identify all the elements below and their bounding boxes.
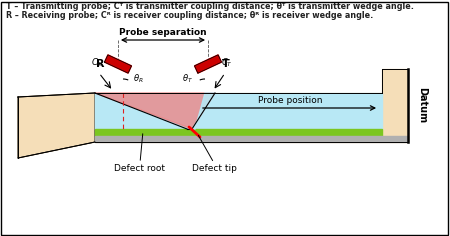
Text: Defect tip: Defect tip <box>192 164 236 173</box>
Text: R – Receiving probe; Cᴿ is receiver coupling distance; θᴿ is receiver wedge angl: R – Receiving probe; Cᴿ is receiver coup… <box>6 11 373 20</box>
Polygon shape <box>194 55 221 73</box>
Text: T: T <box>222 59 230 69</box>
Text: T – Transmitting probe; Cᵀ is transmitter coupling distance; θᵀ is transmitter w: T – Transmitting probe; Cᵀ is transmitte… <box>6 2 414 11</box>
Polygon shape <box>18 93 95 158</box>
Polygon shape <box>95 93 382 129</box>
Polygon shape <box>192 93 215 129</box>
Text: Probe separation: Probe separation <box>119 28 207 37</box>
Polygon shape <box>95 93 215 129</box>
Polygon shape <box>104 55 131 73</box>
Polygon shape <box>95 93 408 142</box>
Text: Probe position: Probe position <box>258 96 322 105</box>
Text: $C_R$: $C_R$ <box>91 56 103 69</box>
Polygon shape <box>95 136 408 142</box>
Text: Datum: Datum <box>417 87 427 124</box>
Text: R: R <box>96 59 104 69</box>
Text: Defect root: Defect root <box>114 164 166 173</box>
Text: $C_T$: $C_T$ <box>221 56 233 69</box>
Polygon shape <box>95 129 382 136</box>
Text: $\theta_T$: $\theta_T$ <box>182 72 193 85</box>
Text: $\theta_R$: $\theta_R$ <box>133 72 144 85</box>
Polygon shape <box>382 69 408 93</box>
